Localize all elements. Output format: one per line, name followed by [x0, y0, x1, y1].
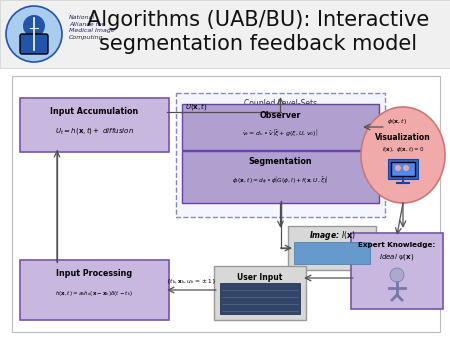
Text: $\dot{v}_t = d_v\circ\hat{v}\left[\hat{\xi}+g(\xi,U,v_0)\right]$: $\dot{v}_t = d_v\circ\hat{v}\left[\hat{\…: [243, 127, 319, 139]
FancyBboxPatch shape: [214, 266, 306, 320]
FancyBboxPatch shape: [391, 162, 415, 176]
Circle shape: [395, 165, 401, 171]
Text: Coupled Level-Sets: Coupled Level-Sets: [244, 98, 317, 107]
Text: Segmentation: Segmentation: [249, 158, 312, 167]
Text: User Input: User Input: [237, 272, 283, 282]
Text: $I(\mathbf{x}),\ \phi(\mathbf{x},t)=0$: $I(\mathbf{x}),\ \phi(\mathbf{x},t)=0$: [382, 145, 424, 154]
Text: National
Alliance for
Medical Image
Computing: National Alliance for Medical Image Comp…: [69, 15, 115, 40]
Text: Ideal $\psi(\mathbf{x})$: Ideal $\psi(\mathbf{x})$: [379, 252, 414, 262]
FancyBboxPatch shape: [388, 159, 418, 179]
Text: Expert Knowledge:: Expert Knowledge:: [358, 242, 436, 248]
FancyBboxPatch shape: [294, 242, 370, 264]
Text: $U(\mathbf{x},t)$: $U(\mathbf{x},t)$: [185, 100, 208, 112]
Text: Visualization: Visualization: [375, 132, 431, 142]
Text: $\phi_t(\mathbf{x},t)=d_\phi\circ\phi\left[G(\phi,I)+f(\mathbf{x},U,\hat{\xi})\r: $\phi_t(\mathbf{x},t)=d_\phi\circ\phi\le…: [232, 175, 329, 187]
FancyBboxPatch shape: [182, 104, 379, 150]
Text: $\{t_k,\mathbf{x}_k,u_k=\pm1\}$: $\{t_k,\mathbf{x}_k,u_k=\pm1\}$: [166, 277, 217, 286]
FancyBboxPatch shape: [351, 233, 443, 309]
Ellipse shape: [361, 107, 445, 203]
FancyBboxPatch shape: [20, 98, 169, 152]
Text: Observer: Observer: [260, 111, 301, 120]
Text: Image: $I(\mathbf{x})$: Image: $I(\mathbf{x})$: [309, 230, 356, 242]
Text: Input Accumulation: Input Accumulation: [50, 106, 139, 116]
FancyBboxPatch shape: [176, 93, 385, 217]
Text: $\phi(\mathbf{x},t)$: $\phi(\mathbf{x},t)$: [387, 117, 407, 125]
Circle shape: [403, 165, 409, 171]
Text: $U_t = h(\mathbf{x},t)+$ diffusion: $U_t = h(\mathbf{x},t)+$ diffusion: [55, 124, 134, 136]
Text: Algorithms (UAB/BU): Interactive
segmentation feedback model: Algorithms (UAB/BU): Interactive segment…: [87, 10, 429, 54]
FancyBboxPatch shape: [220, 283, 300, 314]
Circle shape: [390, 268, 404, 282]
Circle shape: [23, 15, 45, 37]
FancyBboxPatch shape: [12, 76, 440, 332]
Text: Input Processing: Input Processing: [56, 268, 133, 277]
FancyBboxPatch shape: [182, 151, 379, 203]
FancyBboxPatch shape: [288, 226, 376, 270]
FancyBboxPatch shape: [20, 34, 48, 54]
Circle shape: [6, 6, 62, 62]
FancyBboxPatch shape: [20, 260, 169, 320]
FancyBboxPatch shape: [0, 0, 450, 68]
Text: $h(\mathbf{x},t)=a_k h_\sigma(\mathbf{x}-\mathbf{x}_k)\delta(t-t_k)$: $h(\mathbf{x},t)=a_k h_\sigma(\mathbf{x}…: [55, 290, 134, 298]
